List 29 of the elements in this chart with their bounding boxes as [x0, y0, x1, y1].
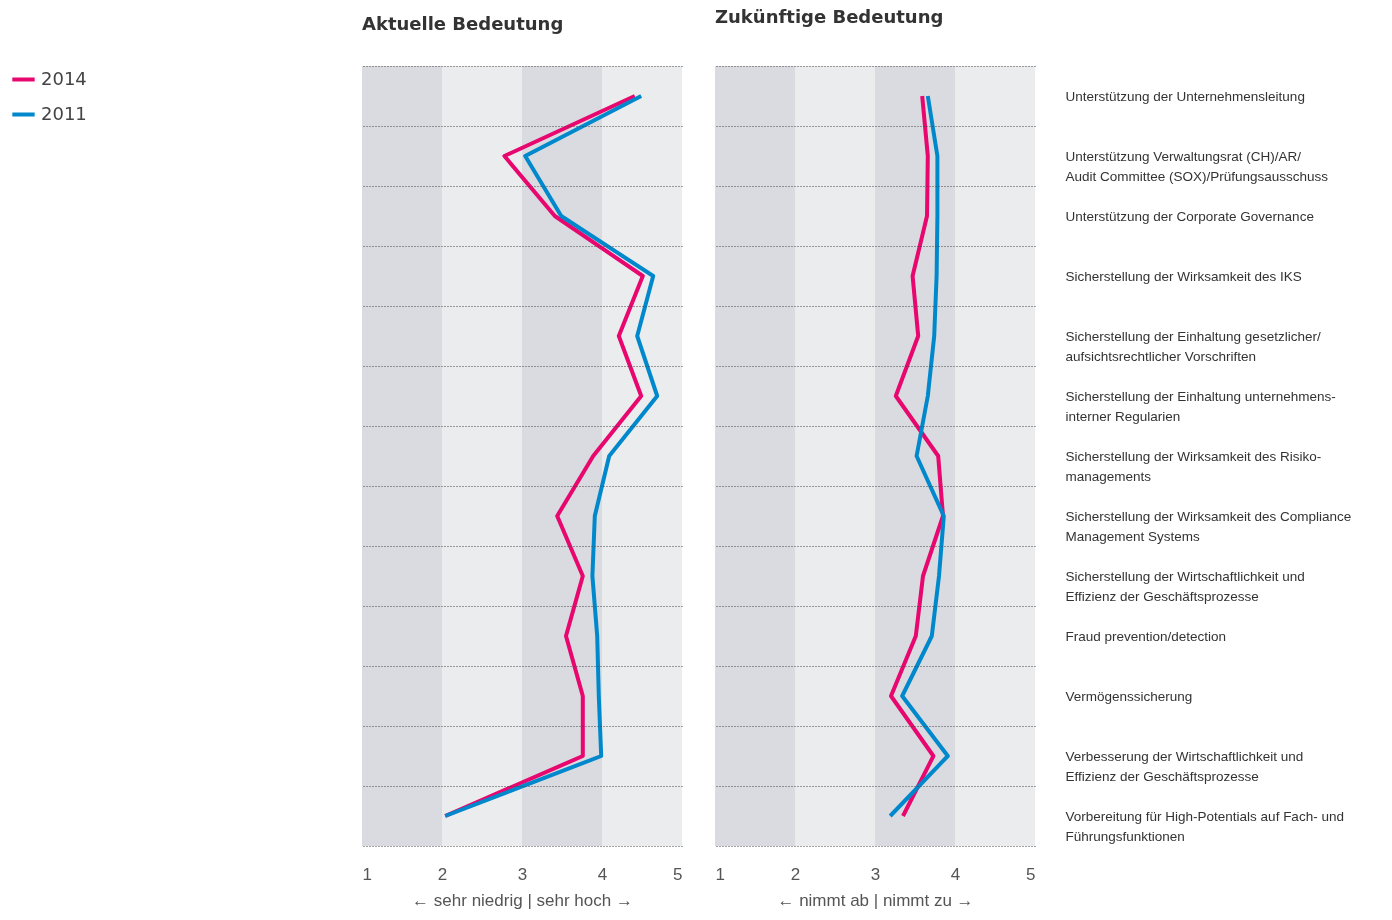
x-tick-label: 2 [790, 864, 801, 884]
x-tick-label: 4 [597, 864, 608, 884]
chart-title: Zukünftige Bedeutung [715, 6, 944, 27]
y-tick-label: Verbesserung der Wirtschaftlichkeit und Effizienz der Geschäftsprozesse [1065, 748, 1304, 784]
y-tick-label: Sicherstellung der Wirksamkeit des IKS [1065, 268, 1302, 284]
y-tick-label: Vermögenssicherung [1065, 688, 1193, 704]
x-tick-label: 5 [673, 864, 683, 884]
legend-label: 2011 [41, 102, 87, 124]
y-tick-label: Vorbereitung für High-Potentials auf Fach- und Führungsfunktionen [1065, 808, 1344, 844]
x-tick-label: 1 [362, 864, 372, 884]
y-tick-label: Sicherstellung der Wirksamkeit des Compliance Management Systems [1065, 508, 1352, 544]
x-tick-label: 1 [715, 864, 725, 884]
x-tick-label: 2 [437, 864, 448, 884]
x-axis-title: ← sehr niedrig | sehr hoch → [412, 890, 633, 910]
y-tick-label: Unterstützung der Corporate Governance [1065, 208, 1314, 224]
x-axis-title: ← nimmt ab | nimmt zu → [777, 890, 974, 910]
x-tick-label: 4 [950, 864, 961, 884]
x-tick-label: 3 [870, 864, 881, 884]
y-tick-label: Sicherstellung der Einhaltung unternehmens- interner Regularien [1065, 388, 1336, 424]
legend-label: 2014 [41, 67, 87, 89]
y-tick-label: Fraud prevention/detection [1065, 628, 1227, 644]
y-tick-label: Sicherstellung der Wirksamkeit des Risiko- managements [1065, 448, 1322, 484]
y-tick-label: Unterstützung der Unternehmensleitung [1065, 88, 1305, 104]
x-tick-label: 5 [1026, 864, 1036, 884]
y-tick-label: Sicherstellung der Einhaltung gesetzlicher/ aufsichtsrechtlicher Vorschriften [1065, 328, 1321, 364]
y-tick-label: Sicherstellung der Wirtschaftlichkeit und Effizienz der Geschäftsprozesse [1065, 568, 1305, 604]
y-tick-label: Unterstützung Verwaltungsrat (CH)/AR/ Audit Committee (SOX)/Prüfungsausschuss [1065, 148, 1329, 184]
chart-title: Aktuelle Bedeutung [362, 13, 564, 34]
x-tick-label: 3 [517, 864, 528, 884]
